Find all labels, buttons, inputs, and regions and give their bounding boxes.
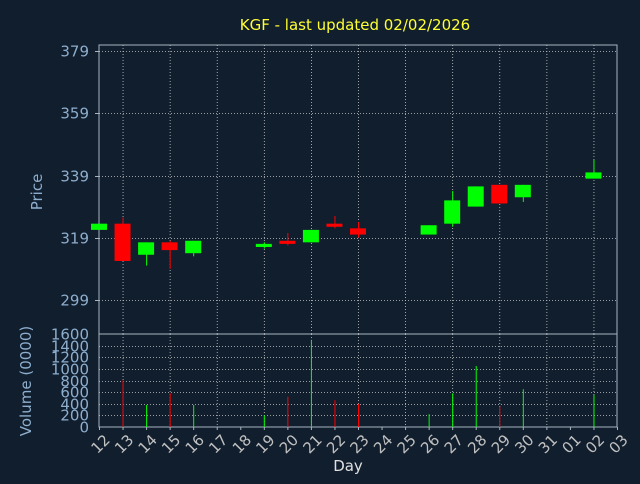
candle-body <box>185 240 202 254</box>
volume-tick-label: 1400 <box>51 338 89 356</box>
candle-body <box>420 225 437 235</box>
candle-body <box>255 243 272 247</box>
volume-tick-label: 600 <box>60 384 89 402</box>
candle-body <box>91 223 107 230</box>
candle-body <box>585 172 602 179</box>
candle-body <box>161 242 178 251</box>
candle-body <box>514 184 531 198</box>
price-panel: 299 319 339 359 379 <box>60 43 618 335</box>
volume-tick-label: 800 <box>60 373 89 391</box>
price-axis-label: Price <box>28 174 46 211</box>
volume-tick-label: 1600 <box>51 326 89 344</box>
volume-tick-label: 400 <box>60 396 89 414</box>
volume-tick-label: 0 <box>79 419 89 437</box>
volume-axis-label: Volume (0000) <box>17 326 35 436</box>
candle-body <box>302 229 319 243</box>
candle-body <box>279 240 296 244</box>
candle-body <box>114 223 131 261</box>
chart-title: KGF - last updated 02/02/2026 <box>240 16 470 34</box>
x-axis-label: Day <box>333 457 363 475</box>
candle-body <box>467 186 484 207</box>
volume-tick-label: 1200 <box>51 349 89 367</box>
price-tick-label: 379 <box>60 43 89 61</box>
candle-body <box>491 184 508 204</box>
candle-body <box>350 228 366 235</box>
candle-body <box>138 242 155 255</box>
price-tick-label: 299 <box>60 292 89 310</box>
volume-tick-label: 200 <box>60 407 89 425</box>
volume-tick-label: 1000 <box>51 361 89 379</box>
price-tick-label: 319 <box>60 230 89 248</box>
candle-body <box>326 223 343 227</box>
price-tick-label: 359 <box>60 105 89 123</box>
candle-body <box>444 200 461 224</box>
price-tick-label: 339 <box>60 168 89 186</box>
